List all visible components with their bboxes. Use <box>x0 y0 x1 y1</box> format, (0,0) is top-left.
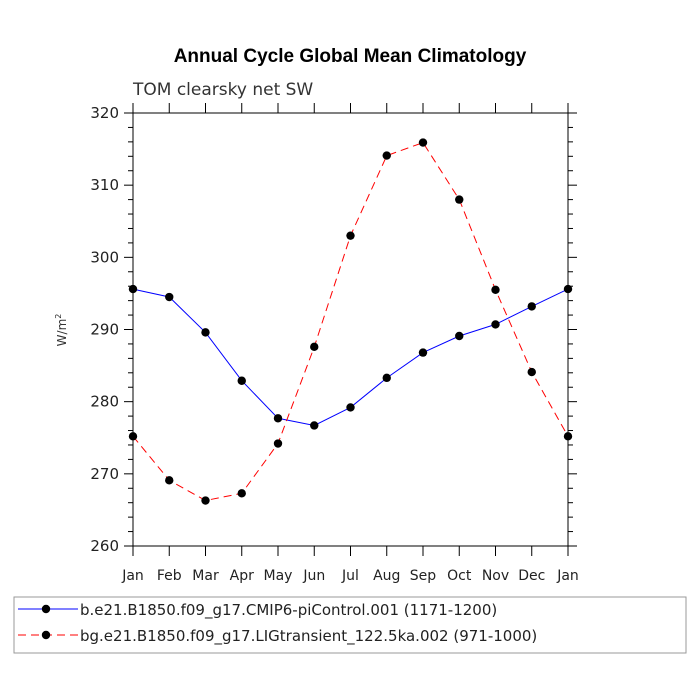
series-2-point <box>273 439 283 448</box>
x-tick-labels: Jan Feb Mar Apr May Jun Jul Aug Sep Oct Nov Dec Jan <box>121 568 579 584</box>
series-2-point <box>165 476 174 485</box>
x-tick-label: Apr <box>230 568 254 584</box>
legend-box <box>13 596 687 654</box>
chart-title: Annual Cycle Global Mean Climatology <box>174 46 527 67</box>
series-1-point <box>346 403 355 412</box>
series-layer <box>128 138 573 505</box>
axes-ticks <box>124 103 577 556</box>
x-tick-label: Jan <box>121 568 144 584</box>
series-1-point <box>237 376 246 385</box>
x-tick-label: May <box>264 568 293 584</box>
x-tick-label: Jan <box>556 568 579 584</box>
x-tick-label: Dec <box>518 568 545 584</box>
series-1-point <box>128 284 138 294</box>
x-tick-label: Oct <box>447 568 472 584</box>
legend: b.e21.B1850.f09_g17.CMIP6-piControl.001 … <box>18 601 537 646</box>
x-tick-label: Feb <box>157 568 182 584</box>
series-1-point <box>418 348 428 357</box>
legend-label-2: bg.e21.B1850.f09_g17.LIGtransient_122.5k… <box>80 627 537 646</box>
series-1-point <box>455 331 464 341</box>
plot-frame <box>132 112 569 547</box>
series-1-point <box>527 302 536 311</box>
series-2-point <box>346 231 355 240</box>
series-2-point <box>128 432 138 441</box>
series-2-point <box>237 489 246 498</box>
legend-label-1: b.e21.B1850.f09_g17.CMIP6-piControl.001 … <box>80 601 497 620</box>
series-2-point <box>418 138 428 147</box>
y-tick-label: 290 <box>90 321 119 339</box>
series-1-point <box>310 421 319 430</box>
series-2-point <box>527 367 536 377</box>
y-tick-label: 260 <box>90 537 119 555</box>
y-tick-label: 310 <box>90 176 119 194</box>
y-axis-label: W/m2 <box>54 314 69 347</box>
y-axis-label-superscript: 2 <box>54 314 63 319</box>
legend-marker-2 <box>41 630 51 640</box>
y-tick-label: 270 <box>90 465 119 483</box>
x-tick-label: Jul <box>341 568 359 584</box>
y-tick-label: 320 <box>90 104 119 122</box>
y-tick-labels: 260 270 280 290 300 310 320 <box>90 104 119 555</box>
x-tick-label: Nov <box>482 568 509 584</box>
series-2-point <box>310 342 319 352</box>
x-tick-label: Sep <box>410 568 437 584</box>
series-2-point <box>201 496 210 505</box>
x-tick-label: Aug <box>373 568 400 584</box>
y-tick-label: 280 <box>90 393 119 411</box>
series-2-point <box>382 151 391 160</box>
legend-marker-1 <box>41 604 51 614</box>
x-tick-label: Jun <box>302 568 325 584</box>
y-tick-label: 300 <box>90 248 119 266</box>
series-1-point <box>563 284 573 294</box>
series-2-point <box>563 432 573 441</box>
series-1-point <box>273 414 283 423</box>
series-line-2 <box>132 141 569 502</box>
series-1-point <box>382 373 391 383</box>
series-1-point <box>201 328 210 337</box>
series-1-point <box>491 320 500 329</box>
series-1-point <box>165 292 174 302</box>
chart-subtitle: TOM clearsky net SW <box>132 80 313 100</box>
series-2-point <box>455 195 464 204</box>
y-axis-label-text: W/m <box>55 319 69 347</box>
x-tick-label: Mar <box>192 568 219 584</box>
series-2-point <box>491 285 500 295</box>
